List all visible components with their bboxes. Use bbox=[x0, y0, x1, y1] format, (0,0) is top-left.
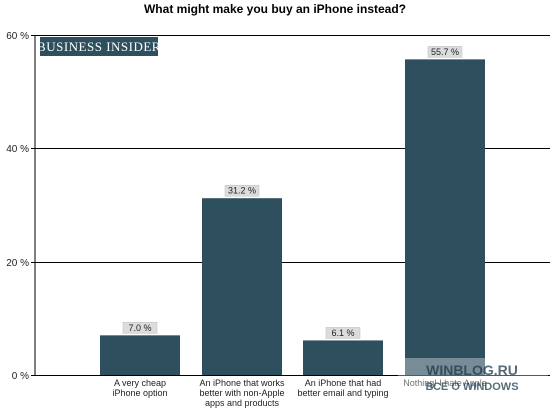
y-tick-label: 60 % bbox=[6, 31, 29, 42]
x-tick-label: A very cheap bbox=[114, 378, 166, 388]
x-tick-label: better email and typing bbox=[297, 388, 388, 398]
business-insider-logo bbox=[40, 37, 158, 56]
x-tick-label: iPhone option bbox=[112, 388, 167, 398]
data-label: 6.1 % bbox=[331, 328, 354, 338]
data-label: 7.0 % bbox=[128, 323, 151, 333]
bar bbox=[202, 198, 282, 375]
bar bbox=[303, 340, 383, 375]
data-label-box bbox=[427, 46, 463, 58]
x-tick-label: An iPhone that had bbox=[305, 378, 382, 388]
x-tick-label: apps and products bbox=[205, 398, 280, 408]
x-tick-label: better with non-Apple bbox=[199, 388, 284, 398]
watermark-text: ВСЕ О WINDOWS bbox=[425, 381, 518, 393]
watermark-backdrop bbox=[398, 358, 548, 398]
x-tick-label: Nothing! I hate Apple bbox=[403, 378, 487, 388]
data-label-box bbox=[224, 184, 260, 197]
watermark-text: WINBLOG.RU bbox=[426, 362, 518, 378]
data-label-box bbox=[325, 327, 361, 339]
y-tick-label: 40 % bbox=[6, 144, 29, 155]
y-tick-label: 20 % bbox=[6, 258, 29, 269]
y-tick-label: 0 % bbox=[12, 371, 29, 382]
x-tick-label: An iPhone that works bbox=[199, 378, 285, 388]
business-insider-logo-text: BUSINESS INSIDER bbox=[37, 39, 161, 54]
data-label-box bbox=[122, 322, 158, 334]
chart-title: What might make you buy an iPhone instea… bbox=[143, 2, 407, 16]
bar bbox=[405, 59, 485, 375]
data-label: 31.2 % bbox=[228, 186, 256, 196]
data-label: 55.7 % bbox=[431, 47, 459, 57]
bar bbox=[100, 335, 180, 375]
